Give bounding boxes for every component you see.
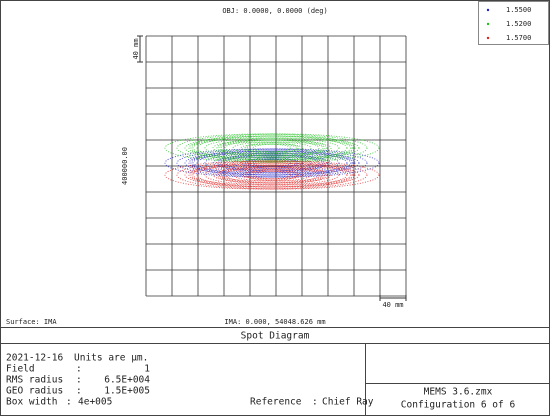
spot-ring — [246, 158, 298, 168]
spot-ring — [232, 141, 312, 155]
spot-ring — [246, 143, 298, 153]
spot-ring — [190, 150, 354, 176]
row-value: 6.5E+004 — [104, 375, 150, 386]
spot-ring — [176, 160, 368, 190]
row-sep: : — [76, 375, 82, 386]
spot-ring — [220, 141, 300, 155]
spot-ring — [216, 164, 352, 186]
spot-ring — [232, 168, 312, 182]
row-sep: : — [66, 397, 72, 408]
scale-bar-bottom — [379, 295, 407, 301]
spot-ring — [240, 143, 292, 153]
y-label: 400000.00 — [121, 147, 129, 185]
spot-ring — [164, 133, 356, 163]
spot-ring — [252, 143, 304, 153]
spot-ring — [252, 170, 304, 180]
row-label: Box width — [6, 397, 57, 408]
units: Units are µm. — [74, 353, 148, 364]
spot-ring — [192, 164, 328, 186]
spot-ring — [184, 162, 348, 188]
ima-label: IMA: 0.000, 54048.626 mm — [224, 318, 325, 326]
spot-ring — [188, 133, 380, 163]
grid — [145, 35, 407, 297]
row-sep: : — [76, 364, 82, 375]
spot-ring — [164, 160, 356, 190]
spot-ring — [176, 133, 368, 163]
spot-ring — [204, 152, 340, 174]
spot-ring — [216, 152, 352, 174]
spot-ring — [216, 137, 352, 159]
legend-label: 1.5700 — [506, 34, 531, 42]
reference-label: Reference — [250, 397, 302, 408]
date: 2021-12-16 — [6, 353, 63, 364]
spot-ring — [240, 170, 292, 180]
reference-value: Chief Ray — [322, 397, 374, 408]
spot-ring — [184, 135, 348, 161]
spot-ring — [244, 141, 324, 155]
row-sep: : — [76, 386, 82, 397]
panel-title: Spot Diagram — [241, 331, 310, 342]
legend-label: 1.5500 — [506, 6, 531, 14]
spot-ring — [188, 160, 380, 190]
config: Configuration 6 of 6 — [401, 400, 516, 411]
scale-bar-top — [137, 35, 143, 63]
spot-ring — [196, 135, 360, 161]
file-name: MEMS 3.6.zmx — [424, 387, 493, 398]
spot-ring — [224, 154, 332, 172]
spot-ring — [176, 148, 368, 178]
spots — [164, 133, 380, 190]
spot-ring — [204, 137, 340, 159]
spot-ring — [246, 170, 298, 180]
spot-ring — [164, 148, 356, 178]
legend-marker — [486, 8, 490, 12]
spot-ring — [184, 150, 348, 176]
scale-bottom-label: 40 mm — [382, 301, 403, 309]
row-value: 1.5E+005 — [104, 386, 150, 397]
row-label: RMS radius — [6, 375, 63, 386]
legend: 1.5500 1.5200 1.5700 — [486, 6, 531, 42]
spot-ring — [190, 135, 354, 161]
spot-ring — [220, 168, 300, 182]
legend-marker — [486, 22, 490, 26]
row-value: 4e+005 — [78, 397, 112, 408]
spot-ring — [224, 166, 332, 184]
spot-ring — [244, 156, 324, 170]
spot-ring — [190, 162, 354, 188]
spot-ring — [188, 148, 380, 178]
spot-ring — [252, 158, 304, 168]
spot-ring — [196, 150, 360, 176]
row-label: Field — [6, 364, 35, 375]
reference-sep: : — [312, 397, 318, 408]
spot-ring — [204, 164, 340, 186]
spot-ring — [232, 156, 312, 170]
spot-ring — [192, 152, 328, 174]
row-label: GEO radius — [6, 386, 63, 397]
legend-box — [478, 1, 549, 45]
row-value: 1 — [144, 364, 150, 375]
spot-ring — [192, 137, 328, 159]
legend-label: 1.5200 — [506, 20, 531, 28]
legend-marker — [486, 36, 490, 40]
scale-top-label: 40 mm — [132, 38, 140, 59]
spot-ring — [196, 162, 360, 188]
info-rows: Field: 1 RMS radius: 6.5E+004 GEO radius: 1.5… — [6, 364, 150, 408]
spot-ring — [244, 168, 324, 182]
obj-title: OBJ: 0.0000, 0.0000 (deg) — [222, 7, 327, 15]
spot-ring — [224, 139, 332, 157]
surface-label: Surface: IMA — [6, 318, 57, 326]
